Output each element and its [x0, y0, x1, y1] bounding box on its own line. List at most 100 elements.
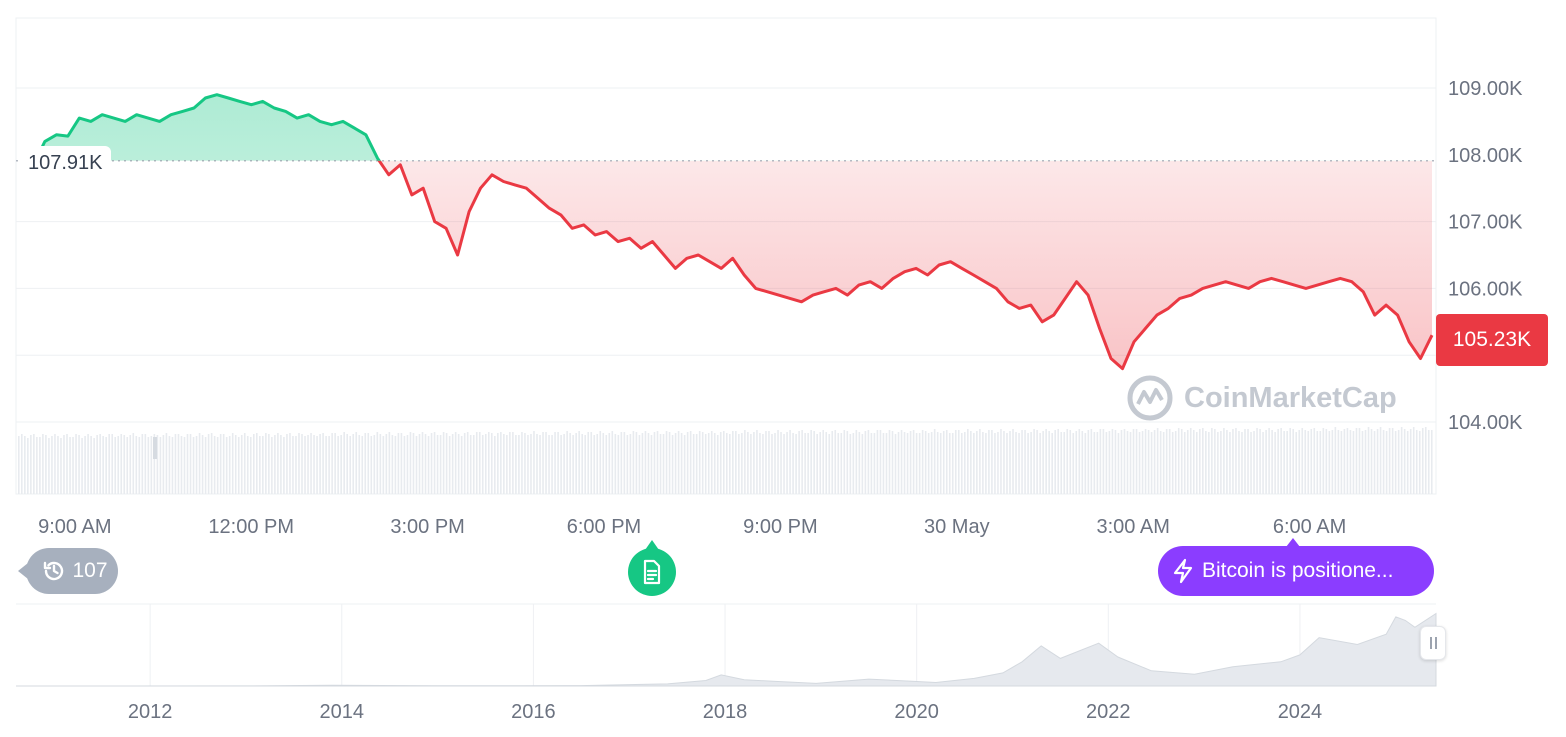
- volume-bar: [349, 436, 351, 494]
- volume-bar: [1105, 432, 1108, 494]
- volume-bar: [662, 434, 665, 494]
- volume-bar: [1177, 428, 1180, 494]
- volume-bar: [1364, 430, 1367, 494]
- volume-bar: [1379, 427, 1382, 494]
- volume-bar: [1036, 430, 1038, 494]
- volume-bar: [123, 435, 126, 494]
- history-badge[interactable]: 107: [18, 548, 118, 594]
- volume-bar: [111, 434, 113, 494]
- volume-bar: [99, 434, 101, 494]
- volume-bar: [1421, 428, 1424, 494]
- volume-bar: [927, 433, 930, 494]
- x-tick-label: 12:00 PM: [208, 516, 294, 538]
- volume-bar: [382, 436, 385, 494]
- volume-bar: [906, 433, 909, 494]
- volume-bar: [168, 436, 171, 494]
- news-marker[interactable]: [628, 540, 676, 596]
- volume-bar: [469, 435, 472, 494]
- volume-bar: [677, 431, 680, 494]
- volume-bar: [337, 436, 339, 494]
- lightning-icon: [1173, 558, 1193, 584]
- navigator-year-label: 2018: [703, 701, 748, 723]
- volume-bar: [66, 434, 68, 494]
- volume-bar: [1135, 429, 1138, 494]
- volume-bar: [563, 434, 565, 494]
- insight-badge[interactable]: Bitcoin is positione...: [1158, 538, 1434, 596]
- volume-bar: [1183, 432, 1186, 494]
- volume-bar: [487, 432, 490, 494]
- volume-bar: [744, 430, 746, 494]
- volume-bar: [759, 433, 761, 494]
- volume-bar: [316, 436, 318, 494]
- volume-bar: [343, 432, 345, 494]
- volume-bar: [445, 433, 448, 494]
- volume-bar: [1346, 428, 1349, 494]
- navigator-year-label: 2016: [511, 701, 556, 723]
- volume-bar: [1093, 432, 1096, 494]
- volume-bar: [1205, 431, 1207, 494]
- volume-bar: [180, 436, 183, 494]
- volume-bar: [762, 434, 764, 494]
- volume-bar: [828, 434, 831, 494]
- volume-bar: [186, 434, 189, 494]
- volume-bar: [903, 432, 906, 494]
- volume-bar: [108, 434, 110, 494]
- volume-bar: [747, 432, 749, 494]
- navigator-area: [15, 612, 1437, 687]
- volume-bar: [557, 432, 559, 494]
- volume-bar: [1060, 432, 1063, 494]
- volume-bar: [225, 437, 228, 494]
- x-tick-label: 3:00 AM: [1096, 516, 1169, 538]
- volume-bar: [39, 437, 41, 494]
- volume-bar: [409, 432, 412, 494]
- volume-bar: [1066, 429, 1069, 494]
- volume-bar: [659, 434, 662, 494]
- volume-bar: [710, 431, 713, 494]
- volume-bar: [219, 434, 222, 494]
- volume-bar: [1090, 429, 1093, 494]
- volume-bar: [864, 431, 867, 494]
- volume-bar: [602, 433, 605, 494]
- volume-bar: [997, 432, 999, 494]
- volume-bar: [611, 431, 614, 494]
- volume-bar: [96, 435, 98, 494]
- volume-bar: [575, 433, 577, 494]
- volume-bar: [638, 435, 641, 494]
- volume-bar: [1241, 432, 1243, 494]
- volume-bar: [1168, 429, 1171, 494]
- volume-bar: [207, 434, 210, 494]
- volume-bar: [554, 432, 556, 494]
- volume-bar: [822, 430, 825, 494]
- navigator[interactable]: 2012 2014 2016 2018 2020 2022 2024: [15, 603, 1437, 723]
- volume-bar: [1072, 433, 1075, 494]
- volume-bar: [1144, 429, 1147, 494]
- navigator-handle[interactable]: [1420, 626, 1446, 660]
- volume-bar: [246, 436, 249, 494]
- volume-bar: [334, 433, 336, 494]
- volume-bar: [623, 432, 626, 494]
- volume-bar: [665, 431, 668, 494]
- volume-bar: [951, 433, 954, 494]
- volume-bar: [840, 433, 843, 494]
- volume-bar: [210, 433, 213, 494]
- volume-bar: [295, 436, 297, 494]
- volume-bar: [807, 433, 809, 494]
- volume-bar: [632, 431, 635, 494]
- volume-bar: [1033, 429, 1035, 494]
- navigator-year-label: 2020: [894, 701, 939, 723]
- volume-bar: [406, 435, 409, 494]
- volume-bar: [286, 434, 288, 494]
- volume-bar: [1138, 432, 1141, 494]
- volume-bar: [674, 433, 677, 494]
- volume-bar: [1099, 429, 1102, 494]
- volume-bar: [804, 433, 806, 494]
- volume-bar: [231, 433, 234, 494]
- volume-bar: [1316, 431, 1319, 494]
- volume-bar: [1132, 429, 1135, 494]
- volume-bar: [644, 431, 647, 494]
- volume-bar: [518, 435, 520, 494]
- volume-bar: [858, 432, 861, 494]
- volume-bar: [1328, 431, 1331, 494]
